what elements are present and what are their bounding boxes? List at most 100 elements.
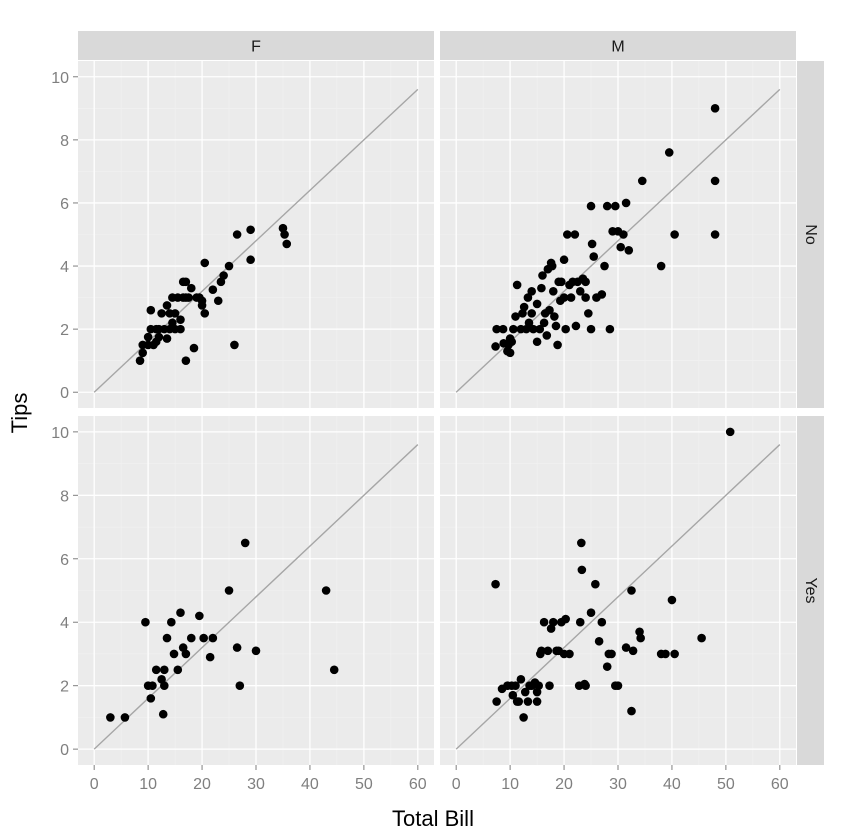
data-point (529, 324, 538, 334)
data-point (520, 687, 530, 697)
data-point (186, 633, 196, 643)
data-point (550, 312, 559, 321)
data-point (589, 252, 599, 261)
data-point (561, 614, 570, 624)
data-point (507, 337, 517, 347)
data-point (146, 694, 156, 703)
data-point (197, 296, 207, 306)
data-point (224, 586, 234, 595)
data-point (524, 318, 534, 328)
data-point (181, 277, 191, 287)
data-point (170, 309, 180, 318)
data-point (553, 340, 562, 350)
data-point (106, 713, 115, 722)
y-tick-label: 8 (60, 133, 69, 150)
data-point (627, 586, 636, 595)
panel-m-yes (440, 416, 796, 765)
data-point (200, 309, 210, 318)
data-point (591, 579, 600, 589)
data-point (586, 324, 596, 334)
data-point (208, 633, 218, 643)
data-point (523, 293, 533, 302)
data-point (628, 646, 638, 656)
data-point (565, 649, 574, 659)
data-point (532, 337, 542, 347)
data-point (570, 230, 580, 239)
data-point (181, 649, 191, 659)
data-point (534, 681, 544, 690)
data-point (624, 245, 634, 255)
data-point (587, 239, 597, 249)
data-point (542, 331, 552, 340)
data-point (509, 324, 518, 334)
data-point (575, 617, 585, 627)
data-point (602, 201, 612, 211)
data-point (710, 230, 720, 239)
data-point (224, 261, 234, 271)
data-point (571, 321, 581, 331)
panel-f-yes (78, 416, 434, 765)
y-tick-label: 0 (60, 742, 69, 759)
data-point (491, 342, 500, 351)
data-point (200, 258, 210, 268)
data-point (581, 277, 590, 287)
data-point (519, 713, 528, 722)
data-point (539, 617, 549, 627)
data-point (511, 681, 520, 690)
data-point (537, 646, 546, 656)
data-point (545, 305, 554, 315)
y-axis-title: Tips (7, 393, 32, 434)
data-point (581, 681, 590, 690)
data-point (492, 697, 501, 706)
data-point (157, 309, 166, 318)
data-point (547, 261, 557, 271)
data-point (577, 565, 587, 575)
data-point (557, 277, 566, 287)
data-point (619, 230, 628, 239)
x-tick-label: 0 (452, 776, 461, 793)
data-point (532, 697, 542, 706)
data-point (195, 611, 204, 621)
data-point (189, 343, 199, 353)
data-point (516, 675, 526, 684)
data-point (562, 230, 572, 239)
data-point (280, 230, 289, 239)
data-point (566, 293, 576, 302)
data-point (710, 104, 720, 113)
data-point (586, 608, 596, 618)
y-tick-label: 10 (51, 70, 69, 87)
data-point (176, 315, 185, 324)
data-point (219, 271, 228, 280)
data-point (162, 334, 172, 343)
data-point (537, 283, 546, 293)
strip-m-background (440, 31, 796, 60)
data-point (575, 286, 585, 296)
data-point (627, 706, 636, 716)
data-point (162, 633, 172, 643)
x-tick-label: 40 (301, 776, 319, 793)
data-point (532, 299, 542, 309)
data-point (512, 280, 522, 290)
data-point (148, 681, 157, 690)
data-point (656, 261, 666, 271)
data-point (586, 201, 596, 211)
data-point (143, 332, 153, 342)
strip-label-f: F (251, 39, 261, 56)
data-point (661, 649, 670, 659)
data-point (543, 646, 553, 656)
strip-no-background (797, 61, 824, 408)
data-point (246, 225, 255, 235)
data-point (505, 348, 515, 358)
data-point (636, 633, 645, 643)
data-point (181, 356, 191, 365)
data-point (611, 201, 620, 211)
data-point (577, 538, 586, 548)
data-point (514, 697, 524, 706)
data-point (167, 617, 176, 627)
data-point (282, 239, 292, 249)
data-point (208, 285, 218, 295)
x-tick-label: 10 (501, 776, 519, 793)
data-point (523, 697, 533, 706)
data-point (594, 636, 604, 646)
y-tick-label: 6 (60, 196, 69, 213)
